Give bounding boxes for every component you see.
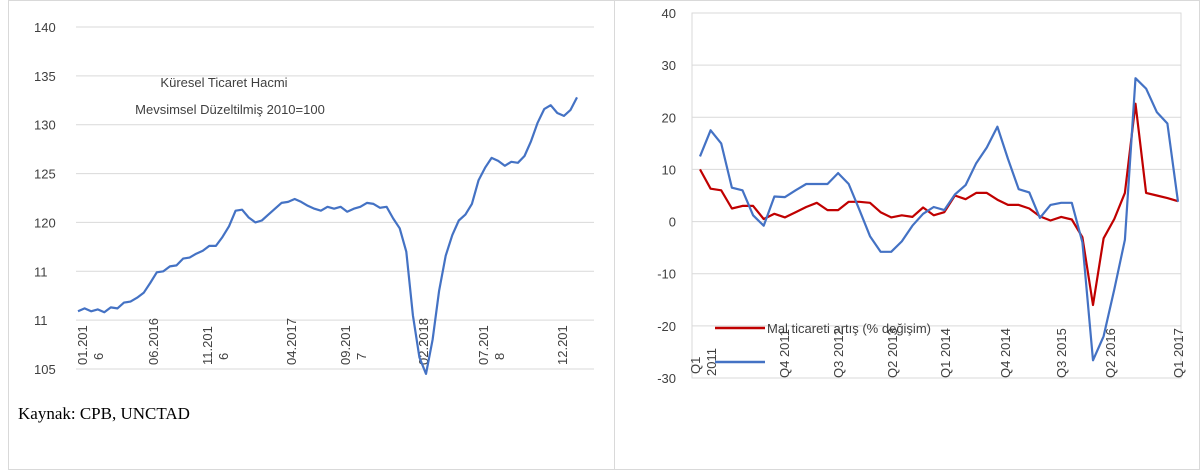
x-tick-label-continued: 6: [216, 353, 231, 360]
y-tick-label: -10: [657, 267, 676, 282]
series-line: [698, 77, 1180, 362]
x-tick-label: 01.201: [75, 325, 90, 365]
x-tick-label: Q1 2017: [1171, 328, 1186, 378]
legend-label: Mal ticareti artış (% değişim): [767, 321, 931, 336]
x-tick-label: Q2 2013: [885, 328, 900, 378]
series-line: [699, 102, 1179, 307]
goods-trade-growth-chart: 40 30 20 10 0 -10 -20 -30 Q1 2011 Q4 2011 Q3 2012 Q2…: [657, 6, 1186, 386]
x-tick-label-continued: 6: [91, 353, 106, 360]
y-tick-label: 105: [34, 362, 56, 377]
source-note: Kaynak: CPB, UNCTAD: [18, 404, 190, 423]
y-tick-label: 11: [34, 264, 48, 279]
x-tick-label: Q4 2011: [777, 329, 792, 378]
figure-frame: [8, 0, 1200, 470]
x-tick-label: Q2 2016: [1103, 328, 1118, 378]
y-tick-label: 40: [662, 6, 676, 21]
x-tick-label: Q3 2012: [831, 328, 846, 378]
series-line: [77, 96, 578, 375]
y-tick-label: 11: [34, 313, 48, 328]
chart-annotation: Küresel Ticaret Hacmi: [160, 75, 287, 90]
y-tick-label: 130: [34, 118, 56, 133]
x-tick-label: 07.201: [476, 325, 491, 365]
x-tick-label: 12.201: [555, 325, 570, 365]
y-tick-label: 30: [662, 58, 676, 73]
x-tick-label-continued: 2011: [704, 348, 719, 376]
y-tick-label: 135: [34, 69, 56, 84]
x-tick-label: Q1 2014: [938, 328, 953, 378]
y-tick-label: -20: [657, 319, 676, 334]
y-tick-label: 140: [34, 20, 56, 35]
x-tick-label: 04.2017: [284, 318, 299, 365]
x-tick-label: Q4 2014: [998, 328, 1013, 378]
panel-divider: [614, 0, 615, 470]
x-tick-label: 09.201: [338, 325, 353, 365]
x-tick-label: Q1: [688, 357, 703, 374]
x-tick-label: Q3 2015: [1054, 328, 1069, 378]
y-tick-label: 120: [34, 215, 56, 230]
x-tick-label-continued: 7: [354, 353, 369, 360]
y-tick-label: 125: [34, 167, 56, 182]
x-tick-label: 06.2016: [146, 318, 161, 365]
x-tick-label: 11.201: [200, 326, 215, 365]
y-tick-label: 10: [662, 162, 676, 177]
x-tick-label-continued: 8: [492, 353, 507, 360]
y-tick-label: -30: [657, 371, 676, 386]
y-tick-label: 0: [669, 215, 676, 230]
y-tick-label: 20: [662, 110, 676, 125]
chart-annotation: Mevsimsel Düzeltilmiş 2010=100: [135, 102, 325, 117]
